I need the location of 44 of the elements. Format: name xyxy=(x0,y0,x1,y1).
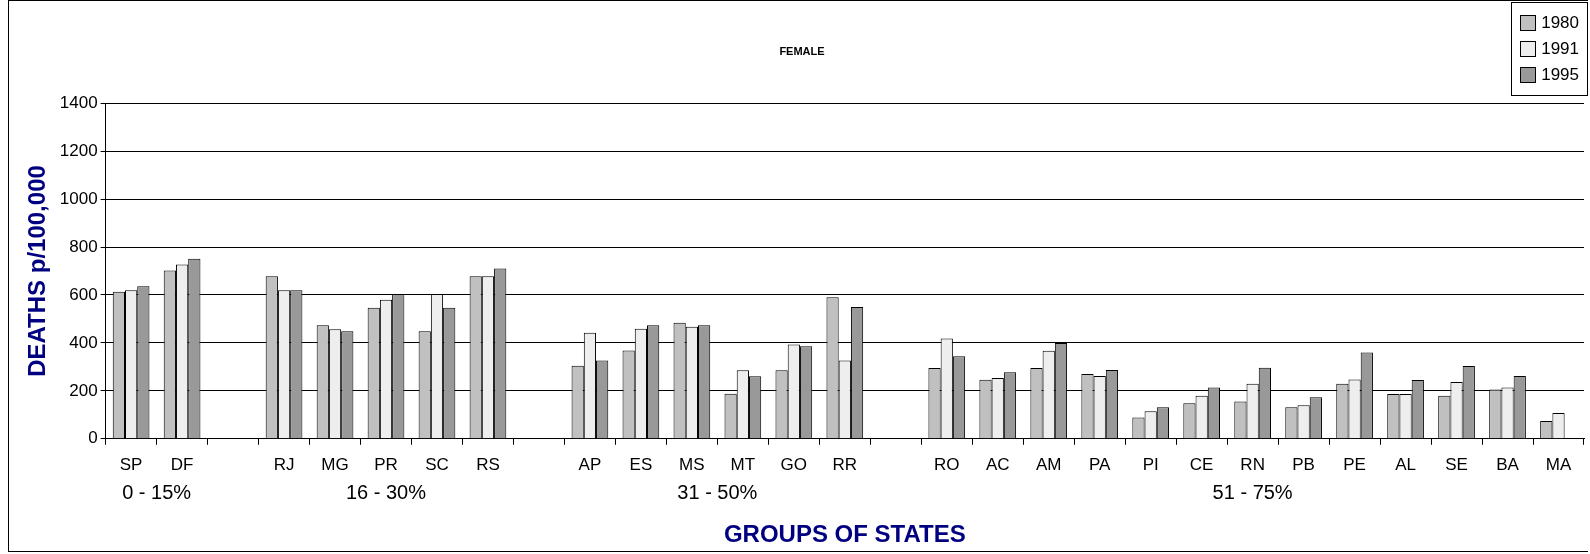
x-tick-label: CE xyxy=(1189,454,1214,474)
legend-label: 1980 xyxy=(1541,13,1579,33)
x-tick-label: SE xyxy=(1445,454,1468,474)
y-tick-label: 1200 xyxy=(59,140,98,160)
y-tick-label: 1400 xyxy=(59,92,98,112)
x-tick-label: RR xyxy=(832,454,858,474)
x-tick-label: AP xyxy=(578,454,602,474)
x-tick-label: RN xyxy=(1240,454,1265,474)
x-tick-label: DF xyxy=(170,454,194,474)
x-axis-title: GROUPS OF STATES xyxy=(723,520,966,548)
x-tick-label: SC xyxy=(425,454,449,474)
y-tick-label: 600 xyxy=(69,284,98,304)
x-tick-label: RO xyxy=(934,454,960,474)
legend-label: 1991 xyxy=(1541,39,1579,59)
y-tick-label: 400 xyxy=(69,332,98,352)
x-tick-label: ES xyxy=(629,454,653,474)
y-tick-label: 200 xyxy=(69,380,98,400)
y-tick-label: 1000 xyxy=(59,188,98,208)
text: 31 - 50% xyxy=(677,481,758,504)
x-tick-label: PR xyxy=(374,454,398,474)
x-tick-label: AM xyxy=(1035,454,1062,474)
y-axis-title: DEATHS p/100,000 xyxy=(23,165,51,377)
x-tick-label: MA xyxy=(1545,454,1572,474)
x-tick-label: PB xyxy=(1292,454,1315,474)
y-tick-label: 800 xyxy=(69,236,98,256)
x-tick-label: AL xyxy=(1395,454,1416,474)
text: 16 - 30% xyxy=(345,481,427,504)
x-tick-label: AC xyxy=(985,454,1010,474)
x-tick-label: MT xyxy=(730,454,756,474)
chart-title: FEMALE xyxy=(779,44,825,57)
legend-label: 1995 xyxy=(1541,65,1579,85)
x-tick-label: MG xyxy=(321,454,349,474)
x-tick-label: PI xyxy=(1142,454,1159,474)
text: 51 - 75% xyxy=(1212,481,1293,504)
text: 0 - 15% xyxy=(122,481,192,504)
x-tick-label: SP xyxy=(119,454,143,474)
x-tick-label: MS xyxy=(679,454,705,474)
y-tick-label: 0 xyxy=(88,428,98,448)
x-tick-label: PE xyxy=(1343,454,1366,474)
x-tick-label: PA xyxy=(1088,454,1112,474)
x-tick-label: RJ xyxy=(273,454,295,474)
x-tick-label: BA xyxy=(1496,454,1520,474)
x-tick-label: RS xyxy=(476,454,500,474)
x-tick-label: GO xyxy=(780,454,808,474)
